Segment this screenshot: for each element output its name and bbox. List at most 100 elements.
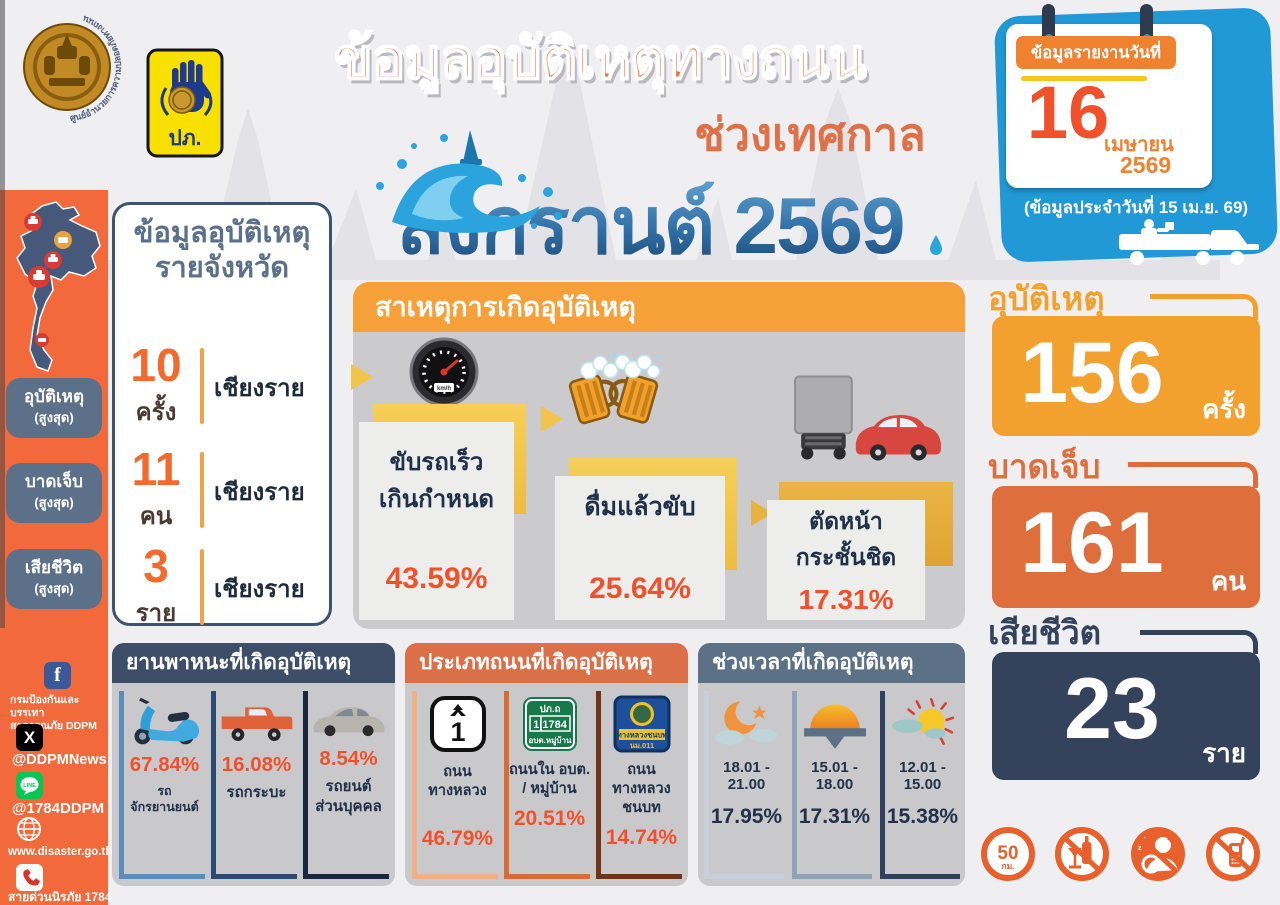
- rural-highway-sign-icon: ทางหลวงชนบท นม.011: [613, 695, 670, 753]
- temple-skyline-watermark: [60, 40, 1220, 280]
- pill-injured-max: บาดเจ็บ (สูงสุด): [6, 463, 102, 523]
- total-accidents-box: 156 ครั้ง: [992, 316, 1260, 436]
- roads-panel: 1 ถนนทางหลวง 46.79% ปภ.ถ 1|1784 อบต.หมู่…: [405, 683, 688, 886]
- accident-location-badges: [24, 213, 72, 347]
- calendar-underline: [1021, 76, 1147, 81]
- website-url: www.disaster.go.th: [8, 846, 113, 858]
- beer-mugs-icon: [568, 352, 662, 425]
- vehicle-private-car: 8.54% รถยนต์ ส่วนบุคคล: [303, 691, 389, 879]
- water-droplet-icon: [930, 235, 942, 255]
- cause-percent: 25.64%: [589, 572, 691, 605]
- line-handle: @1784DDPM: [12, 800, 105, 817]
- road-village: ปภ.ถ 1|1784 อบต.หมู่บ้าน ถนนใน อบต. / หม…: [504, 691, 590, 879]
- svg-text:50: 50: [997, 843, 1018, 864]
- road-highway: 1 ถนนทางหลวง 46.79%: [412, 691, 498, 879]
- pill-deaths-max: เสียชีวิต (สูงสุด): [6, 549, 102, 609]
- x-twitter-icon: X: [16, 724, 43, 751]
- report-date-label: ข้อมูลรายงานวันที่: [1016, 36, 1176, 69]
- ddpm-logo-text: ปภ.: [168, 127, 201, 150]
- province-stat-accidents: 10 ครั้ง เชียงราย: [130, 339, 305, 426]
- report-month: เมษายน: [1104, 134, 1174, 156]
- main-title: ข้อมูลอุบัติเหตุทางถนน: [333, 26, 867, 91]
- vehicles-panel-title: ยานพาหนะที่เกิดอุบัติเหตุ: [112, 643, 395, 683]
- road-rural-highway: ทางหลวงชนบท นม.011 ถนนทางหลวง ชนบท 14.74…: [596, 691, 682, 879]
- cause-card-cutting-in: ตัดหน้า กระชั้นชิด 17.31%: [767, 500, 925, 620]
- province-panel-title: ข้อมูลอุบัติเหตุ รายจังหวัด: [133, 217, 311, 285]
- road-safety-center-logo: ศูนย์อำนวยการความปลอดภัยทางถนน: [23, 14, 123, 124]
- hotline-phone-icon: [16, 864, 43, 891]
- province-stat-deaths: 3 ราย เชียงราย: [135, 540, 305, 627]
- total-deaths-label: เสียชีวิต: [988, 614, 1102, 651]
- sedan-icon: [313, 707, 384, 737]
- stat-divider: [200, 549, 204, 625]
- times-panel: 18.01 - 21.00 17.95% 15.01 - 18.00 17.31…: [698, 683, 965, 886]
- motorcycle-icon: [134, 697, 199, 745]
- total-deaths-box: 23 ราย: [992, 652, 1260, 780]
- globe-icon: [16, 816, 42, 842]
- causes-panel: สาเหตุการเกิดอุบัติเหตุ km/h ขับรถเร็ว เ…: [351, 282, 965, 629]
- report-day: 16: [1026, 71, 1110, 154]
- svg-text:กม.: กม.: [1001, 861, 1014, 871]
- svg-text:z: z: [1138, 845, 1142, 852]
- label-connector: [1140, 630, 1258, 654]
- cause-percent: 43.59%: [385, 562, 488, 595]
- svg-text:ปภ.ถ: ปภ.ถ: [539, 703, 560, 715]
- vehicles-panel: 67.84% รถจักรยานยนต์ 16.08% รถกระบะ: [112, 683, 395, 886]
- svg-text:ทางหลวงชนบท: ทางหลวงชนบท: [616, 731, 666, 740]
- causes-panel-title: สาเหตุการเกิดอุบัติเหตุ: [353, 282, 965, 332]
- svg-text:อบต.หมู่บ้าน: อบต.หมู่บ้าน: [528, 735, 571, 746]
- total-accidents-label: อุบัติเหตุ: [988, 280, 1105, 317]
- afternoon-sun-icon: [891, 698, 954, 745]
- total-injured-box: 161 คน: [992, 486, 1260, 608]
- vehicle-pickup: 16.08% รถกระบะ: [211, 691, 297, 879]
- time-late-afternoon: 15.01 - 18.00 17.31%: [792, 691, 872, 879]
- cause-card-speeding: ขับรถเร็ว เกินกำหนด 43.59%: [359, 422, 514, 620]
- svg-text:1|1784: 1|1784: [533, 719, 568, 731]
- thailand-map: [16, 201, 101, 372]
- province-panel: [112, 202, 332, 626]
- sunset-icon: [803, 704, 866, 749]
- pill-accidents-max: อุบัติเหตุ (สูงสุด): [6, 378, 102, 438]
- no-alcohol-icon: [1055, 827, 1109, 881]
- svg-text:LINE: LINE: [23, 783, 36, 789]
- no-phone-icon: [1206, 827, 1260, 881]
- subtitle: ช่วงเทศกาล: [694, 109, 926, 160]
- causes-panel-body: km/h ขับรถเร็ว เกินกำหนด 43.59%: [351, 332, 965, 629]
- hotline-number: สายด่วนนิรภัย 1784: [8, 890, 112, 904]
- province-stat-injured: 11 คน เชียงราย: [131, 443, 305, 530]
- highway-sign-icon: 1: [429, 696, 486, 752]
- cause-card-drunk-driving: ดื่มแล้วขับ 25.64%: [555, 476, 725, 620]
- svg-text:1: 1: [450, 717, 465, 747]
- speed-limit-50-icon: 50 กม.: [981, 827, 1035, 881]
- time-evening: 18.01 - 21.00 17.95%: [704, 691, 784, 879]
- left-edge-shadow: [0, 0, 5, 628]
- water-splash-icon: [376, 130, 562, 233]
- stat-divider: [200, 452, 204, 528]
- truck-car-icon: [794, 375, 941, 461]
- report-year: 2569: [1120, 152, 1172, 178]
- svg-text:km/h: km/h: [437, 386, 451, 392]
- svg-text:นม.011: นม.011: [629, 741, 653, 750]
- speedometer-icon: km/h: [409, 337, 479, 407]
- no-drowsy-driving-icon: z z: [1131, 827, 1185, 881]
- pickup-truck-silhouette-icon: [1119, 219, 1259, 265]
- report-note: (ข้อมูลประจำวันที่ 15 เม.ย. 69): [1023, 198, 1249, 217]
- x-handle: @DDPMNews: [12, 752, 107, 768]
- cause-percent: 17.31%: [798, 584, 894, 615]
- ddpm-logo: ปภ.: [146, 48, 224, 158]
- yellow-arrow: [351, 364, 373, 390]
- night-moon-icon: [714, 698, 777, 745]
- total-injured-label: บาดเจ็บ: [988, 448, 1101, 485]
- vehicle-motorcycle: 67.84% รถจักรยานยนต์: [119, 691, 205, 879]
- pickup-icon: [221, 707, 292, 741]
- roads-panel-title: ประเภทถนนที่เกิดอุบัติเหตุ: [405, 643, 688, 683]
- times-panel-title: ช่วงเวลาที่เกิดอุบัติเหตุ: [698, 643, 965, 683]
- label-connector: [1150, 294, 1258, 320]
- village-road-sign-icon: ปภ.ถ 1|1784 อบต.หมู่บ้าน: [522, 697, 577, 751]
- yellow-arrow: [541, 406, 563, 432]
- time-midday: 12.01 - 15.00 15.38%: [880, 691, 960, 879]
- label-connector: [1128, 462, 1258, 488]
- stat-divider: [200, 348, 204, 424]
- line-app-icon: LINE: [16, 772, 43, 799]
